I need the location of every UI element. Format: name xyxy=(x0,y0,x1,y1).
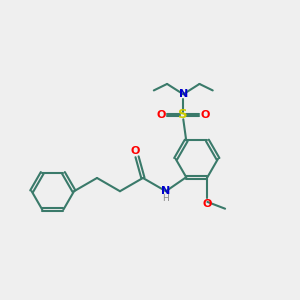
Text: O: O xyxy=(203,199,212,209)
Text: H: H xyxy=(163,194,169,203)
Text: S: S xyxy=(178,108,188,122)
Text: N: N xyxy=(161,186,170,196)
Text: O: O xyxy=(201,110,210,120)
Text: O: O xyxy=(130,146,140,157)
Text: N: N xyxy=(178,89,188,99)
Text: O: O xyxy=(157,110,166,120)
